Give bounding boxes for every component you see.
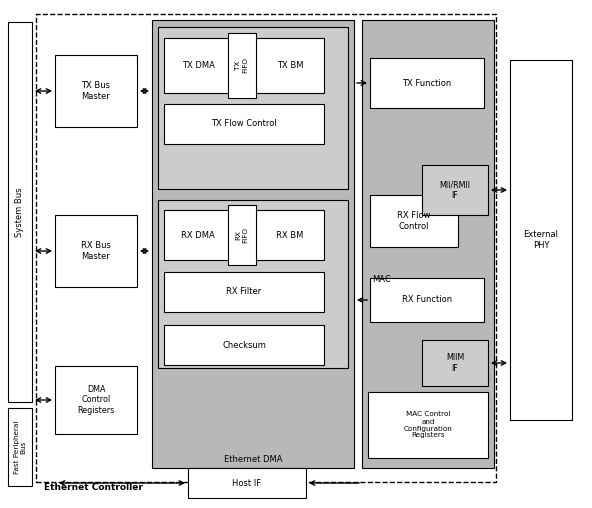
Bar — [164, 272, 324, 312]
Text: RX
FIFO: RX FIFO — [236, 227, 249, 243]
Bar — [158, 27, 348, 189]
Bar — [55, 215, 137, 287]
Text: RX BM: RX BM — [276, 231, 304, 239]
Bar — [368, 392, 488, 458]
Text: Host IF: Host IF — [233, 479, 262, 488]
Bar — [164, 38, 232, 93]
Text: TX BM: TX BM — [276, 60, 303, 70]
Bar — [228, 33, 256, 98]
Bar — [164, 325, 324, 365]
Text: TX Flow Control: TX Flow Control — [211, 119, 277, 129]
Bar — [164, 104, 324, 144]
Bar — [36, 14, 496, 482]
Bar — [362, 20, 494, 468]
Bar — [55, 55, 137, 127]
Bar — [152, 20, 354, 468]
Text: Checksum: Checksum — [222, 340, 266, 350]
Text: MAC Control
and
Configuration
Registers: MAC Control and Configuration Registers — [404, 411, 452, 438]
Text: Ethernet Controller: Ethernet Controller — [44, 484, 143, 492]
Bar — [256, 38, 324, 93]
Bar — [55, 366, 137, 434]
Text: TX
FIFO: TX FIFO — [236, 57, 249, 73]
Text: External
PHY: External PHY — [523, 230, 558, 250]
Text: RX Function: RX Function — [402, 296, 452, 304]
Bar — [164, 210, 232, 260]
Text: RX Flow
Control: RX Flow Control — [397, 211, 431, 231]
Text: Fast Peripheral
Bus: Fast Peripheral Bus — [14, 420, 27, 473]
Bar — [256, 210, 324, 260]
Text: DMA
Control
Registers: DMA Control Registers — [78, 385, 115, 415]
Bar — [158, 200, 348, 368]
Bar — [510, 60, 572, 420]
Text: System Bus: System Bus — [15, 187, 24, 237]
Bar — [8, 22, 32, 402]
Bar — [422, 340, 488, 386]
Text: MII/RMII
IF: MII/RMII IF — [439, 180, 471, 200]
Bar — [422, 165, 488, 215]
Bar — [370, 195, 458, 247]
Bar — [370, 278, 484, 322]
Text: Ethernet DMA: Ethernet DMA — [224, 456, 282, 464]
Bar — [228, 205, 256, 265]
Text: RX DMA: RX DMA — [181, 231, 215, 239]
Text: MIIM
IF: MIIM IF — [446, 353, 464, 373]
Bar — [188, 468, 306, 498]
Bar — [370, 58, 484, 108]
Text: RX Filter: RX Filter — [226, 288, 262, 297]
Text: RX Bus
Master: RX Bus Master — [81, 241, 111, 261]
Text: TX DMA: TX DMA — [182, 60, 214, 70]
Text: TX Function: TX Function — [403, 79, 452, 87]
Text: MAC: MAC — [372, 275, 391, 284]
Bar — [8, 408, 32, 486]
Text: TX Bus
Master: TX Bus Master — [82, 81, 111, 101]
